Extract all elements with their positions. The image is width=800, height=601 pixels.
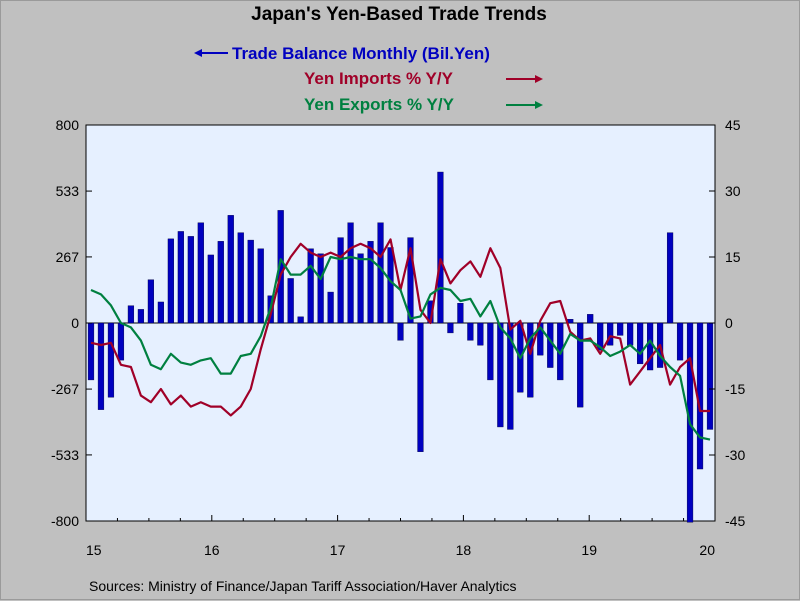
balance-bar: [417, 322, 424, 452]
legend: Trade Balance Monthly (Bil.Yen) Yen Impo…: [194, 44, 543, 114]
legend-balance-arrowhead: [194, 49, 202, 57]
balance-bar: [287, 278, 294, 324]
balance-bar: [527, 322, 534, 398]
legend-exports: Yen Exports % Y/Y: [304, 95, 543, 114]
balance-bar: [197, 222, 204, 324]
balance-bar: [647, 322, 654, 371]
left-axis-tick-label: -800: [51, 513, 79, 529]
balance-bar: [237, 232, 244, 324]
balance-bar: [627, 322, 634, 346]
balance-bar: [587, 314, 594, 324]
balance-bar: [457, 303, 464, 324]
balance-bar: [347, 222, 354, 324]
balance-bar: [297, 316, 304, 324]
balance-bar: [666, 232, 674, 324]
legend-exports-arrowhead: [535, 101, 543, 109]
right-axis-tick-label: -30: [725, 447, 745, 463]
balance-bar: [87, 322, 95, 381]
balance-bar: [307, 248, 314, 324]
series-lines: [90, 238, 711, 441]
axes: -800 -533 -267 0 267 533 800 -45 -30 -15 0 15 30 45 15…: [51, 117, 745, 558]
left-axis-tick-label: -533: [51, 447, 79, 463]
balance-bar: [607, 322, 614, 346]
balance-bar: [97, 322, 105, 410]
balance-bar: [247, 239, 254, 324]
balance-bar: [367, 241, 374, 324]
balance-bar: [137, 309, 145, 324]
left-axis-tick-label: 533: [56, 183, 80, 199]
balance-bar: [377, 222, 384, 324]
balance-bar: [397, 322, 404, 341]
balance-bar: [227, 215, 234, 324]
legend-imports-label: Yen Imports % Y/Y: [304, 69, 454, 88]
left-axis-tick-label: -267: [51, 381, 79, 397]
balance-bar: [327, 291, 334, 324]
balance-bar: [117, 322, 125, 361]
legend-imports-arrowhead: [535, 75, 543, 83]
balance-bar: [407, 237, 414, 324]
left-axis-tick-label: 800: [56, 117, 80, 133]
balance-bar: [577, 322, 584, 408]
balance-bar: [317, 253, 324, 324]
x-axis-tick-label: 20: [699, 542, 715, 558]
x-axis-tick-label: 16: [204, 542, 220, 558]
balance-bar: [277, 210, 284, 324]
balance-bar: [676, 322, 684, 361]
balance-bar: [487, 322, 494, 381]
right-axis-tick-label: 45: [725, 117, 741, 133]
balance-bar: [187, 236, 194, 324]
balance-bar: [547, 322, 554, 368]
x-axis-tick-label: 18: [456, 542, 472, 558]
balance-bar: [497, 322, 504, 428]
legend-imports: Yen Imports % Y/Y: [304, 69, 543, 88]
balance-bar: [617, 322, 624, 336]
x-axis-tick-label: 19: [581, 542, 597, 558]
balance-bar: [127, 305, 135, 324]
balance-bar: [107, 322, 115, 398]
legend-exports-label: Yen Exports % Y/Y: [304, 95, 455, 114]
legend-balance-label: Trade Balance Monthly (Bil.Yen): [232, 44, 490, 63]
balance-bar: [387, 247, 394, 324]
balance-bar: [257, 248, 264, 324]
right-axis-tick-label: 30: [725, 183, 741, 199]
x-axis-tick-label: 15: [86, 542, 102, 558]
balance-bar: [477, 322, 484, 346]
balance-bar: [437, 171, 444, 324]
x-axis-tick-label: 17: [330, 542, 346, 558]
balance-bar: [357, 253, 364, 324]
balance-bar: [447, 322, 454, 334]
source-note: Sources: Ministry of Finance/Japan Tarif…: [89, 578, 516, 594]
exports-line: [90, 255, 711, 441]
balance-bar: [147, 279, 154, 324]
balance-bar: [217, 241, 224, 324]
balance-bar: [337, 237, 344, 324]
balance-bar: [637, 322, 644, 365]
legend-balance: Trade Balance Monthly (Bil.Yen): [194, 44, 490, 63]
chart-title: Japan's Yen-Based Trade Trends: [251, 4, 547, 25]
right-axis-tick-label: -45: [725, 513, 745, 529]
balance-bar: [207, 254, 214, 324]
balance-bar: [157, 301, 164, 324]
left-axis-tick-label: 0: [71, 315, 79, 331]
left-axis-tick-label: 267: [56, 249, 80, 265]
right-axis-tick-label: -15: [725, 381, 745, 397]
balance-bar: [597, 322, 604, 351]
balance-bar: [706, 322, 714, 430]
balance-bar: [167, 238, 174, 324]
balance-bar: [467, 322, 474, 341]
balance-bar: [177, 231, 184, 324]
right-axis-tick-label: 15: [725, 249, 741, 265]
right-axis-tick-label: 0: [725, 315, 733, 331]
